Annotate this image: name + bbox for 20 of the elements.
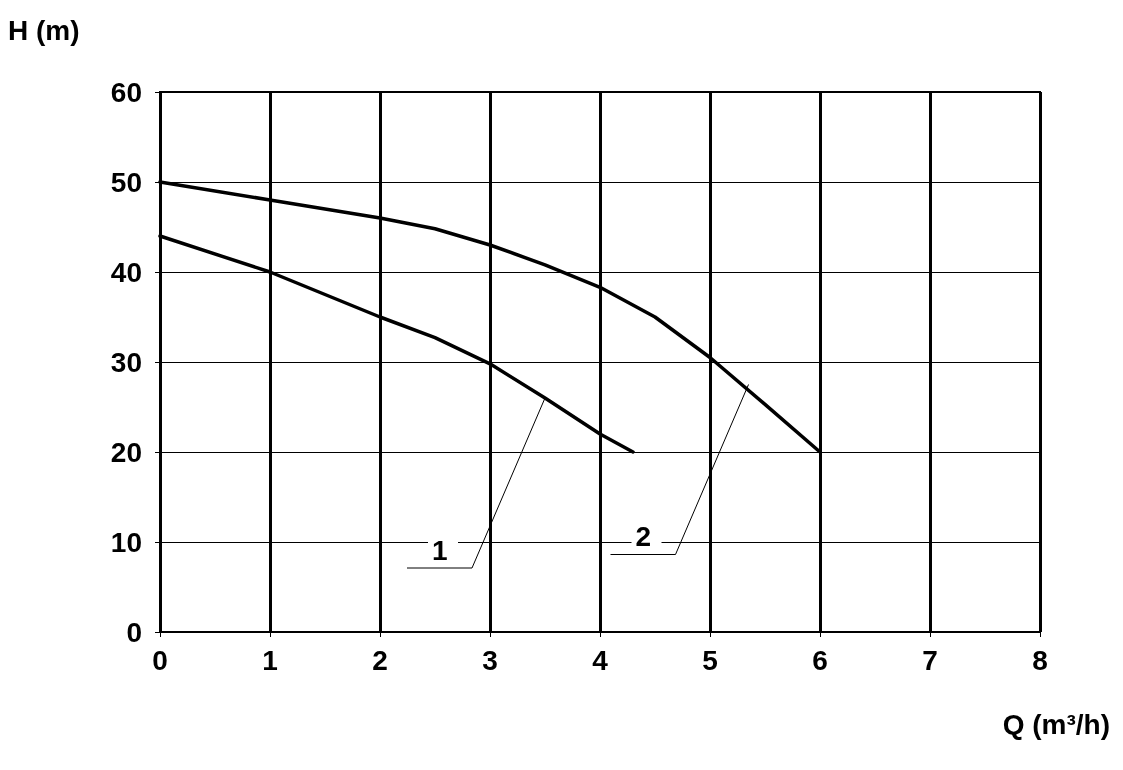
- x-tick-label: 6: [812, 644, 828, 676]
- x-tick-label: 1: [262, 644, 278, 676]
- x-tick-label: 8: [1032, 644, 1048, 676]
- y-tick-label: 50: [110, 166, 142, 198]
- y-tick-label: 40: [110, 256, 142, 288]
- x-tick-label: 4: [592, 644, 609, 676]
- y-tick-label: 10: [110, 526, 142, 558]
- y-tick-label: 30: [110, 346, 142, 378]
- x-axis-title: Q (m³/h): [1002, 708, 1110, 740]
- y-tick-label: 20: [110, 436, 142, 468]
- x-tick-label: 0: [152, 644, 168, 676]
- annotation: 2: [635, 521, 652, 552]
- y-tick-label: 0: [126, 616, 142, 648]
- y-axis-title: H (m): [8, 14, 80, 46]
- y-tick-label: 60: [110, 76, 142, 108]
- x-tick-label: 3: [482, 644, 498, 676]
- x-tick-label: 2: [372, 644, 388, 676]
- x-tick-label: 7: [922, 644, 938, 676]
- annotation: 1: [432, 534, 448, 566]
- x-tick-label: 5: [702, 644, 718, 676]
